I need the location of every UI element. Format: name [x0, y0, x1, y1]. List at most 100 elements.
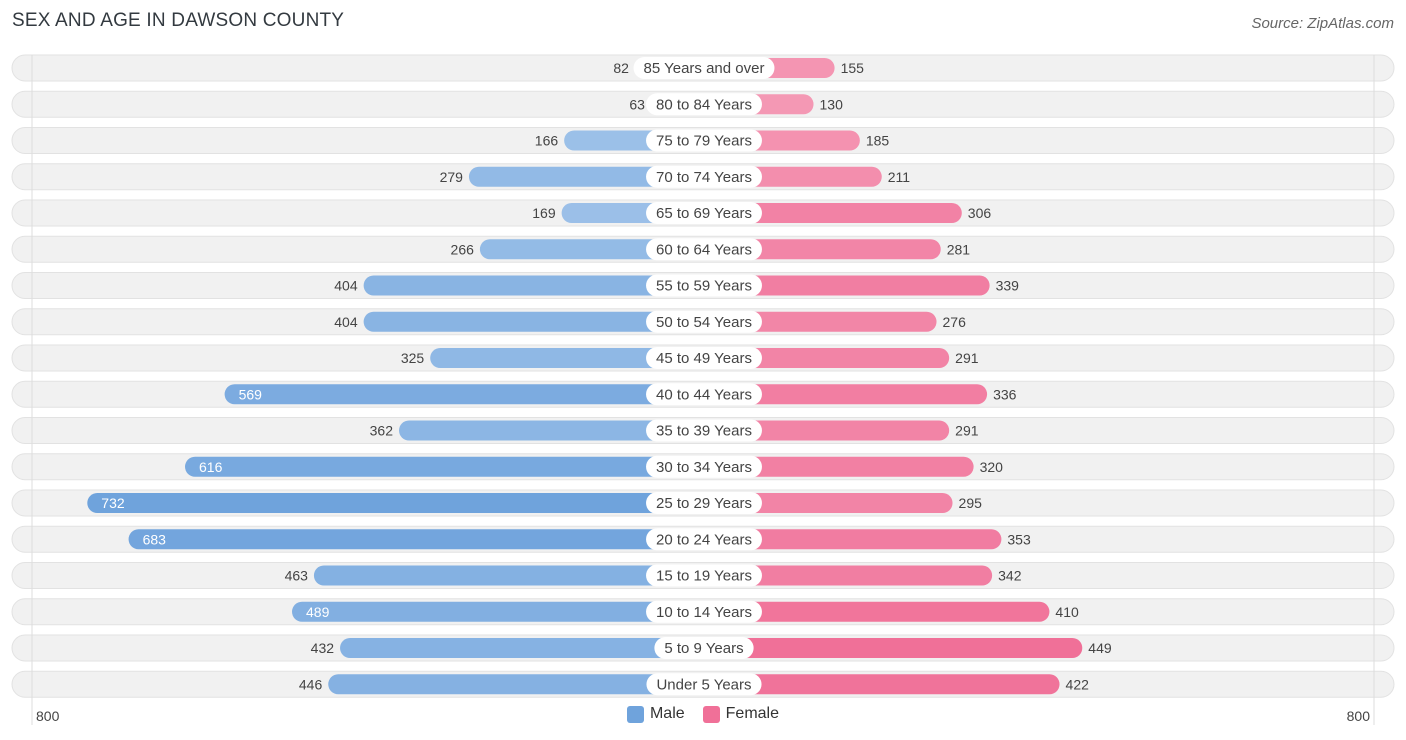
bar-female — [704, 565, 993, 586]
axis-tick-left: 800 — [36, 708, 60, 724]
category-label: 15 to 19 Years — [656, 568, 752, 585]
bar-female — [704, 638, 1083, 658]
category-label-pill — [654, 637, 754, 659]
table-row: 85 Years and over 82 155 — [11, 54, 1395, 82]
table-row: 80 to 84 Years 63 130 — [11, 90, 1395, 118]
category-label: 10 to 14 Years — [656, 604, 752, 621]
value-label-male: 404 — [334, 314, 358, 330]
bar-male — [87, 493, 705, 513]
value-label-male: 489 — [306, 604, 330, 620]
bar-female — [704, 348, 950, 368]
value-label-female: 211 — [888, 169, 911, 185]
value-label-female: 276 — [943, 314, 967, 330]
bar-female — [704, 674, 1060, 695]
category-label: 60 to 64 Years — [656, 241, 752, 258]
legend-item-female: Female — [702, 705, 780, 723]
table-row: 10 to 14 Years 489 410 — [11, 598, 1395, 626]
value-label-male: 683 — [143, 531, 167, 547]
category-label-pill — [646, 238, 762, 261]
table-row: 25 to 29 Years 732 295 — [11, 489, 1395, 517]
legend: Male Female — [0, 705, 1406, 723]
category-label: 55 to 59 Years — [656, 278, 752, 295]
value-label-male: 63 — [629, 96, 645, 112]
value-label-female: 449 — [1088, 640, 1112, 656]
category-label: 35 to 39 Years — [656, 423, 752, 440]
category-label: 75 to 79 Years — [656, 133, 752, 150]
bar-female — [704, 239, 941, 260]
legend-swatch-male — [626, 705, 644, 723]
table-row: 5 to 9 Years 432 449 — [11, 634, 1395, 662]
bar-male — [363, 275, 704, 296]
category-label: 25 to 29 Years — [656, 495, 752, 512]
value-label-male: 82 — [613, 60, 629, 76]
table-row: 30 to 34 Years 616 320 — [11, 453, 1395, 481]
value-label-female: 306 — [968, 205, 992, 221]
category-label-pill — [646, 274, 762, 297]
value-label-female: 291 — [955, 423, 979, 439]
value-label-male: 569 — [239, 386, 263, 402]
category-label: 50 to 54 Years — [656, 314, 752, 331]
legend-swatch-female — [702, 705, 720, 723]
table-row: 50 to 54 Years 404 276 — [11, 308, 1395, 336]
value-label-female: 342 — [998, 568, 1022, 584]
table-row: 35 to 39 Years 362 291 — [11, 417, 1395, 444]
bar-female — [704, 456, 974, 477]
table-row: Under 5 Years 446 422 — [11, 670, 1395, 698]
bar-female — [704, 493, 953, 513]
table-row: 40 to 44 Years 569 336 — [11, 380, 1395, 408]
chart-title: SEX AND AGE IN DAWSON COUNTY — [12, 10, 345, 31]
category-label: 70 to 74 Years — [656, 169, 752, 186]
bar-male — [430, 348, 704, 368]
category-label: 45 to 49 Years — [656, 350, 752, 367]
bar-male — [313, 565, 704, 586]
value-label-female: 320 — [980, 459, 1004, 475]
source-label: Source: ZipAtlas.com — [1251, 15, 1394, 32]
table-row: 45 to 49 Years 325 291 — [11, 344, 1395, 372]
axis-tick-right: 800 — [1347, 708, 1371, 724]
category-label-pill — [646, 492, 762, 514]
category-label: 5 to 9 Years — [664, 640, 743, 657]
bar-female — [704, 601, 1050, 622]
value-label-male: 432 — [311, 640, 335, 656]
value-label-female: 410 — [1055, 604, 1079, 620]
table-row: 70 to 74 Years 279 211 — [11, 163, 1395, 191]
value-label-female: 130 — [820, 96, 844, 112]
value-label-male: 362 — [370, 423, 394, 439]
category-label-pill — [633, 57, 775, 79]
value-label-male: 279 — [440, 169, 464, 185]
category-label-pill — [646, 93, 762, 116]
value-label-male: 169 — [532, 205, 556, 221]
bar-female — [704, 203, 962, 223]
category-label-pill — [646, 455, 762, 478]
value-label-female: 336 — [993, 386, 1017, 402]
bar-female — [704, 420, 950, 441]
bar-male — [185, 456, 704, 477]
bar-female — [704, 529, 1002, 550]
category-label: 30 to 34 Years — [656, 459, 752, 476]
bar-male — [292, 601, 704, 622]
category-label-pill — [646, 310, 762, 333]
bar-female — [704, 275, 990, 296]
category-label: Under 5 Years — [656, 676, 751, 693]
category-label-pill — [646, 129, 762, 152]
value-label-female: 295 — [959, 495, 983, 511]
value-label-male: 616 — [199, 459, 223, 475]
bar-male — [328, 674, 704, 695]
category-label-pill — [646, 528, 762, 551]
table-row: 55 to 59 Years 404 339 — [11, 272, 1395, 299]
value-label-female: 422 — [1066, 676, 1090, 692]
category-label: 40 to 44 Years — [656, 386, 752, 403]
bar-female — [704, 311, 937, 332]
category-label-pill — [646, 202, 762, 224]
category-label-pill — [646, 419, 762, 442]
category-label-pill — [646, 383, 762, 406]
value-label-female: 281 — [947, 241, 971, 257]
bar-male — [224, 384, 704, 405]
table-row: 60 to 64 Years 266 281 — [11, 235, 1395, 263]
legend-item-male: Male — [626, 705, 685, 723]
value-label-male: 266 — [451, 241, 475, 257]
legend-label-female: Female — [725, 705, 780, 722]
value-label-male: 463 — [285, 568, 309, 584]
table-row: 65 to 69 Years 169 306 — [11, 199, 1395, 227]
